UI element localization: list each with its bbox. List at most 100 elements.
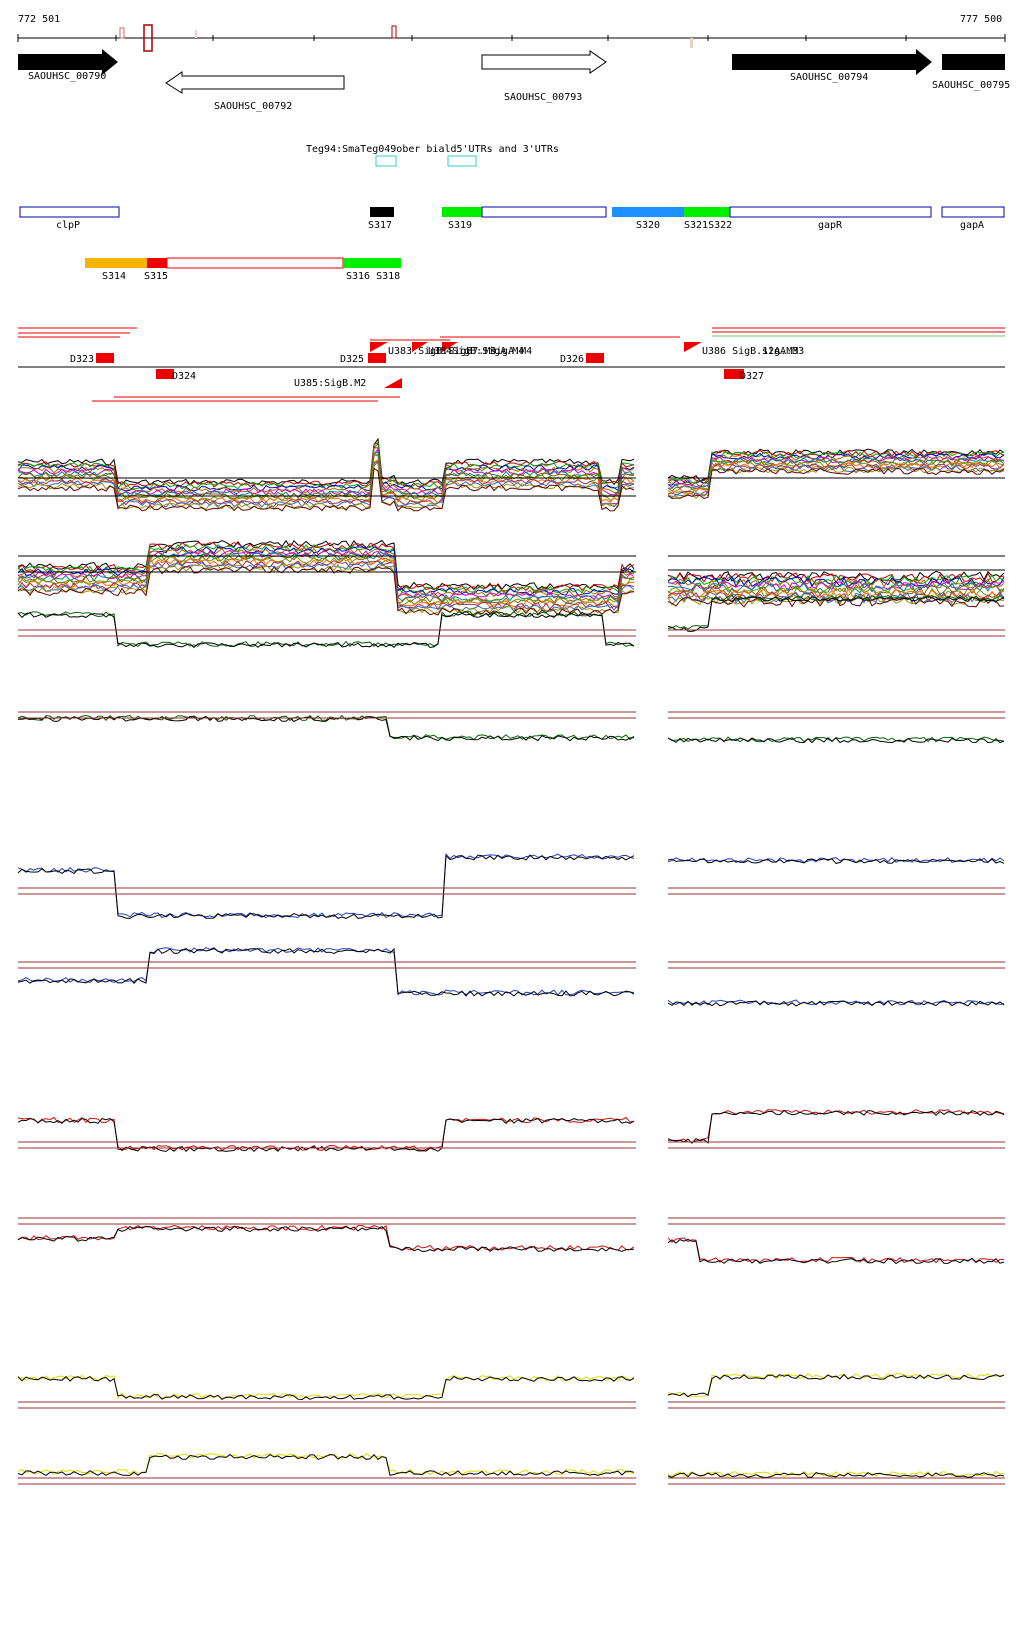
gene-SAOUHSC_00790[interactable]: SAOUHSC_00790 xyxy=(18,49,118,82)
track-blue-2 xyxy=(667,1000,1005,1007)
track-multi-2 xyxy=(17,549,635,600)
track-multi-1 xyxy=(17,460,635,506)
track-red-1 xyxy=(667,1109,1005,1143)
segment-S314[interactable] xyxy=(85,258,147,268)
segment-label: S314 xyxy=(102,271,126,282)
track-blue-1 xyxy=(667,858,1005,864)
feature-label: sigA.M3 xyxy=(762,346,804,357)
segment-S315-extent[interactable] xyxy=(166,257,344,269)
segment-gapA[interactable] xyxy=(941,206,1005,218)
gene-SAOUHSC_00792[interactable]: SAOUHSC_00792 xyxy=(165,71,345,112)
feature-D324[interactable] xyxy=(156,369,174,379)
track-multi-2 xyxy=(667,576,1005,588)
feature-D325[interactable] xyxy=(368,353,386,363)
coord-start: 772 501 xyxy=(18,14,60,25)
segment-S315[interactable] xyxy=(147,258,167,268)
feature-label: D325 xyxy=(340,354,364,365)
promoter-U386[interactable] xyxy=(684,342,702,352)
annotation-title: Teg94:SmaTeg049ober biald5'UTRs and 3'UT… xyxy=(306,144,559,155)
gene-label: SAOUHSC_00792 xyxy=(214,101,292,112)
feature-label: D326 xyxy=(560,354,584,365)
track-blue-1 xyxy=(17,852,635,919)
feature-D323[interactable] xyxy=(96,353,114,363)
segment-label: clpP xyxy=(56,220,80,231)
track-green-1 xyxy=(17,611,635,649)
segment-S317[interactable] xyxy=(370,207,394,217)
track-yellow-1 xyxy=(17,1375,635,1401)
segment-clpP[interactable] xyxy=(19,206,120,218)
track-yellow-2 xyxy=(667,1471,1005,1478)
gene-SAOUHSC_00795[interactable]: SAOUHSC_00795 xyxy=(932,54,1010,91)
track-multi-2 xyxy=(667,582,1005,594)
track-blue-2 xyxy=(17,947,635,997)
track-multi-1 xyxy=(17,454,635,500)
segment-label: gapA xyxy=(960,220,984,231)
gene-SAOUHSC_00794[interactable]: SAOUHSC_00794 xyxy=(732,49,932,83)
track-red-2 xyxy=(17,1225,635,1252)
promoter-U383[interactable] xyxy=(370,342,388,352)
gene-label: SAOUHSC_00793 xyxy=(504,92,582,103)
segment-label: S317 xyxy=(368,220,392,231)
feature-label: D324 xyxy=(172,371,196,382)
track-red-2 xyxy=(667,1237,1005,1264)
track-multi-1 xyxy=(17,467,635,512)
track-multi-1 xyxy=(17,450,635,498)
segment-S316[interactable] xyxy=(343,258,401,268)
track-red-1 xyxy=(17,1117,635,1153)
track-multi-1 xyxy=(17,442,635,490)
segment-gapR[interactable] xyxy=(729,206,932,218)
track-yellow-1 xyxy=(17,1374,635,1400)
track-green-2 xyxy=(667,737,1005,744)
track-multi-1 xyxy=(667,466,1005,500)
track-multi-2 xyxy=(667,586,1005,598)
track-multi-1 xyxy=(667,464,1005,498)
track-yellow-1 xyxy=(667,1372,1005,1397)
track-multi-2 xyxy=(17,541,635,592)
utr-box[interactable] xyxy=(447,155,477,167)
segment-label: S321S322 xyxy=(684,220,732,231)
segment-label: S316 S318 xyxy=(346,271,400,282)
feature-label: U386 SigB.12A.M3 xyxy=(702,346,798,357)
track-green-1 xyxy=(667,596,1005,632)
feature-row: D323 D324 D325 D326 D327 U383.SigB:SigB7… xyxy=(18,327,1005,402)
promoter-U384[interactable] xyxy=(412,342,428,352)
segment-S319[interactable] xyxy=(442,207,482,217)
feature-label: sigA.M4 xyxy=(490,346,532,357)
track-green-1 xyxy=(667,595,1005,630)
segment-label: S319 xyxy=(448,220,472,231)
track-blue-1 xyxy=(17,854,635,919)
ruler xyxy=(17,24,1006,52)
track-multi-2 xyxy=(667,574,1005,586)
coord-end: 777 500 xyxy=(960,14,1002,25)
segment-S319-extent[interactable] xyxy=(481,206,607,218)
track-multi-1 xyxy=(667,455,1005,489)
track-multi-1 xyxy=(667,450,1005,484)
track-multi-2 xyxy=(667,580,1005,592)
track-multi-1 xyxy=(667,454,1005,488)
track-multi-2 xyxy=(17,561,635,613)
utr-box[interactable] xyxy=(375,155,397,167)
segment-label: S320 xyxy=(636,220,660,231)
feature-label: D327 xyxy=(740,371,764,382)
promoter-sigA-m4[interactable] xyxy=(442,342,458,352)
track-green-2 xyxy=(17,714,635,741)
feature-D327[interactable] xyxy=(724,369,744,379)
track-blue-2 xyxy=(17,946,635,996)
track-multi-1 xyxy=(667,463,1005,496)
feature-D326[interactable] xyxy=(586,353,604,363)
gene-label: SAOUHSC_00795 xyxy=(932,80,1010,91)
expression-tracks xyxy=(17,437,1005,1485)
segment-label: S315 xyxy=(144,271,168,282)
track-multi-2 xyxy=(667,596,1005,608)
track-red-2 xyxy=(667,1238,1005,1265)
feature-label: U384SigB:SigA.M4 xyxy=(428,346,524,357)
segment-S321[interactable] xyxy=(684,207,730,217)
segment-S320[interactable] xyxy=(612,207,684,217)
segment-label: gapR xyxy=(818,220,843,231)
track-multi-2 xyxy=(17,557,635,609)
gene-SAOUHSC_00793[interactable]: SAOUHSC_00793 xyxy=(481,50,607,103)
track-yellow-1 xyxy=(667,1373,1005,1398)
promoter-U385[interactable] xyxy=(384,378,402,388)
track-yellow-2 xyxy=(17,1453,635,1476)
